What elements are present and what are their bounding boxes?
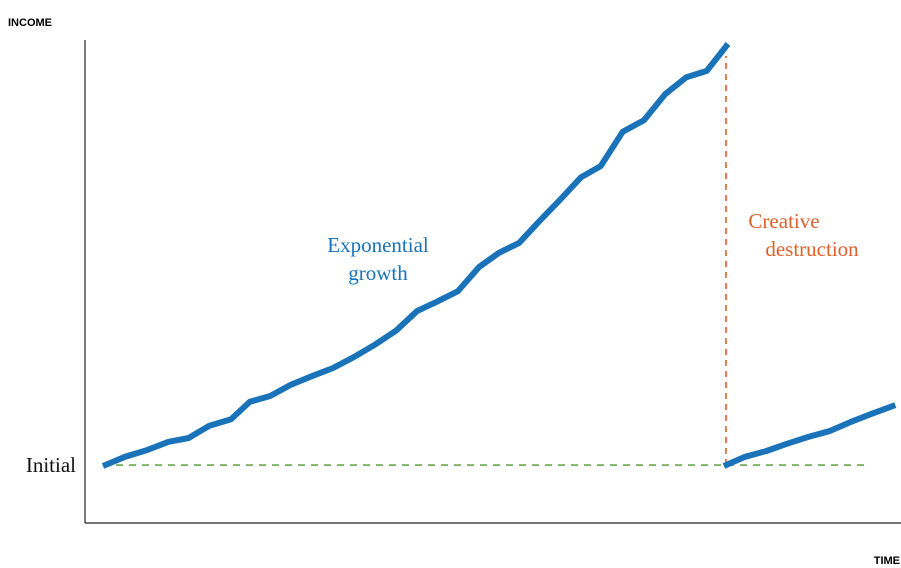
annotation-line: destruction [765,237,859,261]
annotation-line: Creative [748,209,819,233]
x-axis-label: TIME [874,555,900,567]
y-axis-label: INCOME [8,17,52,29]
annotation: Creative destruction [748,209,859,261]
annotation-line: growth [348,261,408,285]
data-line [101,42,897,469]
annotation: Exponential growth [327,233,429,285]
annotation-line: Exponential [327,233,429,257]
y-tick-label: Initial [26,453,76,477]
